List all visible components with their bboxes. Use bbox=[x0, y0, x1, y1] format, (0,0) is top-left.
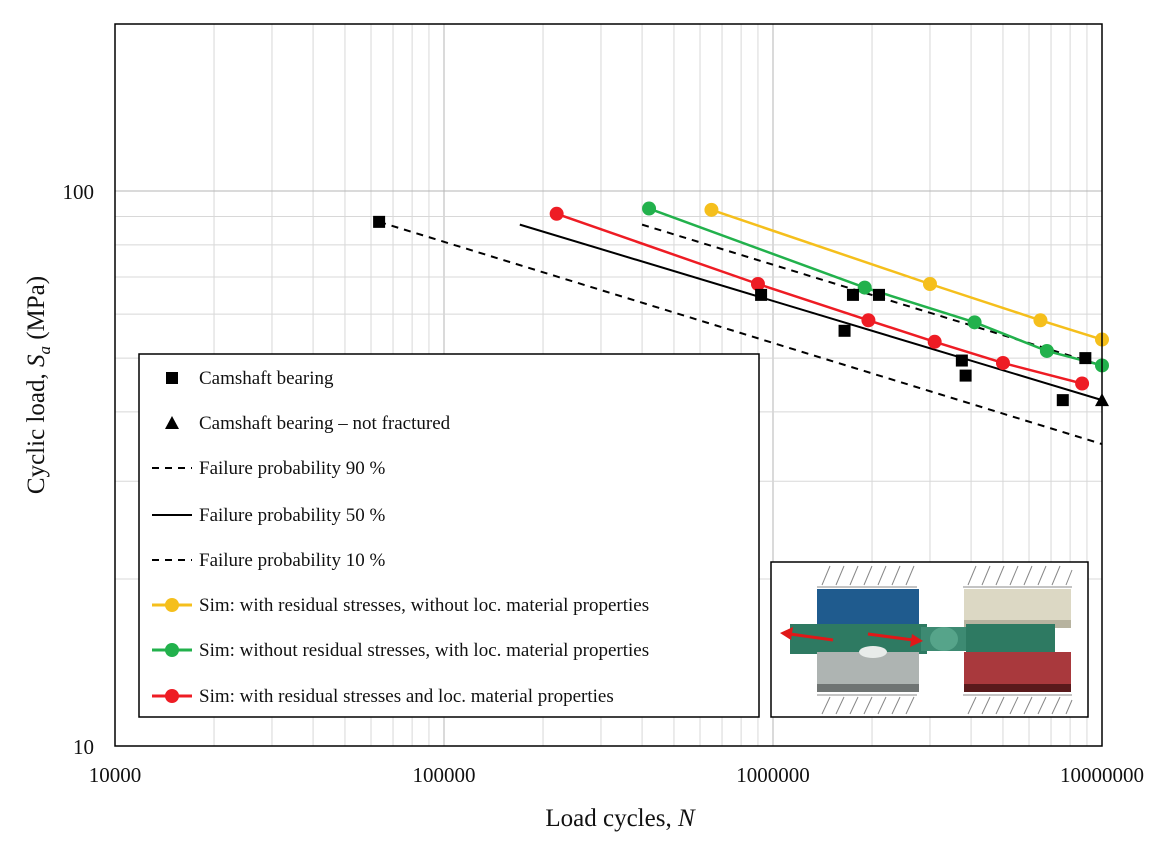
data-point bbox=[1079, 352, 1092, 365]
legend-label: Failure probability 10 % bbox=[199, 550, 385, 571]
inset-red-bearing bbox=[964, 652, 1071, 686]
y-axis-label-sub: a bbox=[35, 346, 54, 355]
data-point bbox=[838, 324, 851, 337]
data-point bbox=[861, 313, 876, 328]
legend-item: Sim: without residual stresses, with loc… bbox=[152, 640, 649, 661]
y-axis-label-unit: (MPa) bbox=[23, 276, 50, 340]
data-point bbox=[549, 206, 564, 221]
inset-hatching-top bbox=[817, 565, 1073, 588]
data-point bbox=[955, 354, 968, 367]
data-point bbox=[750, 277, 765, 292]
plot-border bbox=[114, 23, 1103, 747]
inset-arrow-left-head bbox=[780, 627, 793, 640]
data-point bbox=[755, 288, 768, 301]
series-line bbox=[519, 223, 1103, 402]
data-point bbox=[1033, 313, 1048, 328]
data-point bbox=[1039, 343, 1054, 358]
data-point bbox=[846, 288, 859, 301]
inset-diagram bbox=[770, 561, 1089, 718]
x-axis-label-text: Load cycles bbox=[545, 805, 665, 832]
series-line bbox=[556, 212, 1083, 385]
y-axis-label: Cyclic load, Sa (MPa) bbox=[23, 276, 54, 494]
data-point bbox=[967, 315, 982, 330]
legend: Camshaft bearing Camshaft bearing – not f… bbox=[138, 353, 760, 718]
legend-label: Sim: without residual stresses, with loc… bbox=[199, 640, 649, 661]
legend-item: Failure probability 90 % bbox=[152, 458, 385, 479]
x-tick-label: 1000000 bbox=[736, 763, 810, 787]
legend-items: Camshaft bearing Camshaft bearing – not f… bbox=[152, 368, 649, 707]
inset-hatching-bottom bbox=[817, 694, 1073, 715]
x-tick-label: 100000 bbox=[413, 763, 476, 787]
series-7 bbox=[549, 206, 1090, 391]
y-axis-label-text: Cyclic load bbox=[23, 379, 50, 494]
x-tick-label: 10000 bbox=[89, 763, 142, 787]
legend-marker bbox=[165, 416, 179, 429]
inset-shaft-groove bbox=[930, 627, 958, 651]
data-point bbox=[704, 202, 719, 217]
x-axis-label: Load cycles, N bbox=[545, 805, 696, 832]
inset-bearing-bore bbox=[859, 646, 887, 658]
inset-arrow-left bbox=[789, 632, 834, 642]
data-point bbox=[1075, 376, 1090, 391]
x-axis-label-var: N bbox=[677, 805, 696, 832]
series-4 bbox=[641, 223, 1103, 367]
data-point bbox=[959, 369, 972, 382]
series-2 bbox=[378, 220, 1103, 446]
series-3 bbox=[519, 223, 1103, 402]
inset-grey-bearing bbox=[817, 652, 919, 690]
inset-grey-shadow bbox=[817, 684, 919, 692]
legend-label: Camshaft bearing bbox=[199, 368, 334, 389]
inset-force-arrows bbox=[780, 627, 923, 647]
series-line bbox=[641, 223, 1103, 367]
data-point bbox=[922, 277, 937, 292]
x-tick-label: 10000000 bbox=[1060, 763, 1144, 787]
data-point bbox=[927, 334, 942, 349]
legend-item: Sim: with residual stresses and loc. mat… bbox=[152, 686, 614, 707]
legend-item: Sim: with residual stresses, without loc… bbox=[152, 595, 649, 616]
inset-red-shadow bbox=[964, 684, 1071, 692]
series-line bbox=[378, 220, 1103, 446]
y-axis-label-var: S bbox=[23, 354, 50, 367]
data-point bbox=[873, 288, 886, 301]
legend-item: Failure probability 50 % bbox=[152, 505, 385, 526]
axis-ticks: 10000 100000 1000000 10000000 100 10 bbox=[63, 180, 1145, 787]
y-tick-label: 10 bbox=[73, 735, 94, 759]
data-point bbox=[995, 355, 1010, 370]
inset-arrow-right bbox=[867, 632, 914, 642]
legend-marker bbox=[165, 643, 179, 657]
legend-label: Failure probability 90 % bbox=[199, 458, 385, 479]
legend-item: Camshaft bearing bbox=[166, 368, 334, 389]
legend-item: Camshaft bearing – not fractured bbox=[165, 413, 451, 434]
legend-item: Failure probability 10 % bbox=[152, 550, 385, 571]
y-tick-label: 100 bbox=[63, 180, 95, 204]
data-point bbox=[642, 201, 657, 216]
legend-label: Failure probability 50 % bbox=[199, 505, 385, 526]
series-6 bbox=[642, 201, 1109, 373]
inset-arrow-right-head bbox=[910, 634, 923, 647]
legend-label: Camshaft bearing – not fractured bbox=[199, 413, 451, 434]
data-point bbox=[857, 280, 872, 295]
legend-marker bbox=[165, 598, 179, 612]
legend-marker bbox=[166, 372, 178, 384]
series-5 bbox=[704, 202, 1109, 347]
legend-box bbox=[138, 353, 760, 718]
legend-label: Sim: with residual stresses, without loc… bbox=[199, 595, 649, 616]
inset-beige-bearing bbox=[964, 589, 1071, 624]
inset-blue-bearing bbox=[817, 589, 919, 624]
inset-shaft-right bbox=[966, 624, 1055, 654]
data-point bbox=[373, 215, 386, 228]
series-0 bbox=[373, 215, 1092, 407]
series-line bbox=[711, 208, 1103, 341]
legend-label: Sim: with residual stresses and loc. mat… bbox=[199, 686, 614, 707]
legend-marker bbox=[165, 689, 179, 703]
data-point bbox=[1056, 394, 1069, 407]
